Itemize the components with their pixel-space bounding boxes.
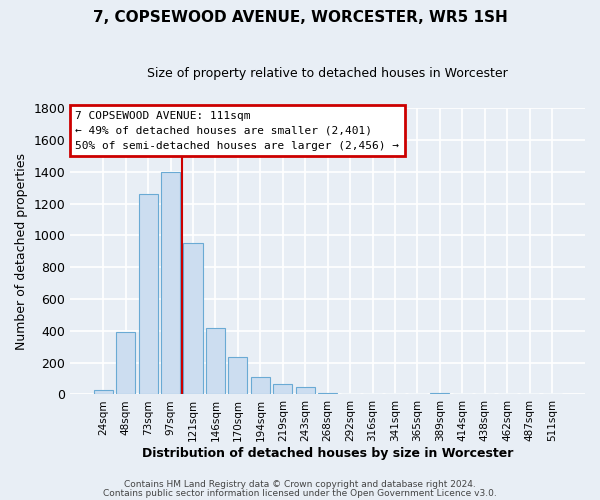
Bar [139, 194, 158, 394]
Bar [430, 393, 449, 394]
Bar [318, 393, 337, 394]
Text: Contains public sector information licensed under the Open Government Licence v3: Contains public sector information licen… [103, 489, 497, 498]
Bar [251, 377, 270, 394]
Title: Size of property relative to detached houses in Worcester: Size of property relative to detached ho… [147, 68, 508, 80]
Bar [229, 357, 247, 395]
X-axis label: Distribution of detached houses by size in Worcester: Distribution of detached houses by size … [142, 447, 514, 460]
Y-axis label: Number of detached properties: Number of detached properties [15, 153, 28, 350]
Bar [94, 390, 113, 394]
Bar [206, 328, 225, 394]
Bar [161, 172, 180, 394]
Bar [116, 332, 135, 394]
Bar [273, 384, 292, 394]
Bar [184, 244, 203, 394]
Text: Contains HM Land Registry data © Crown copyright and database right 2024.: Contains HM Land Registry data © Crown c… [124, 480, 476, 489]
Text: 7, COPSEWOOD AVENUE, WORCESTER, WR5 1SH: 7, COPSEWOOD AVENUE, WORCESTER, WR5 1SH [92, 10, 508, 25]
Text: 7 COPSEWOOD AVENUE: 111sqm
← 49% of detached houses are smaller (2,401)
50% of s: 7 COPSEWOOD AVENUE: 111sqm ← 49% of deta… [76, 111, 400, 150]
Bar [296, 386, 315, 394]
